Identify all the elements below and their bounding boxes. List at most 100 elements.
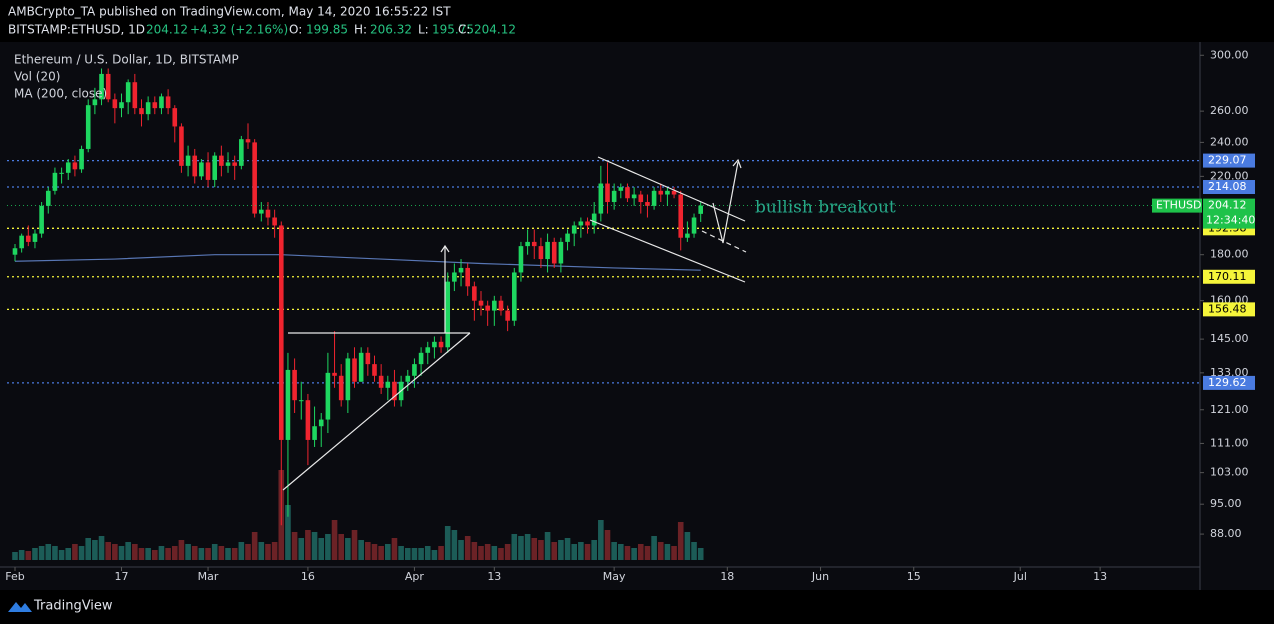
volume-bar [25,551,32,560]
volume-bar [631,548,637,560]
candle-body [551,241,557,264]
candle-body [525,241,530,247]
candle-body [511,272,517,321]
candle-body [272,217,277,226]
candle-body [638,194,644,203]
y-tick-label: 121.00 [1210,403,1249,416]
volume-bar [72,544,78,560]
candle-body [452,272,457,282]
candle-body [199,162,204,177]
volume-bar [558,540,564,560]
price-axis: Feb 17 Mar 16 Apr 13 May 18 Jun 15 Jul 13 300.00 260.… [0,42,1255,590]
ohlc-label: C: [458,23,470,37]
candle-body [85,105,91,149]
volume-bar [98,536,105,560]
volume-bar [637,544,644,560]
y-tick-label: 145.00 [1210,332,1249,345]
candle-body [259,209,264,214]
ohlc-label: H: [354,23,367,37]
volume-bar [518,536,524,560]
logo [8,602,32,612]
volume-bar [624,546,631,560]
candle-body [32,233,38,242]
candle-body [79,148,84,170]
candle-body [645,202,650,206]
volume-bar [604,530,611,560]
volume-bar [484,544,491,560]
volume-bar [78,546,85,560]
volume-bar [611,542,617,560]
candle-body [212,155,218,180]
volume-bar [298,538,305,560]
candle-body [239,139,244,166]
candle-body [385,381,391,388]
price-label-bg [1203,198,1255,229]
level-label: 229.07 [1208,154,1247,167]
candle-body [318,419,324,427]
x-tick-label: Feb [5,570,24,583]
level-label-bg [1203,375,1255,390]
high-value: 206.32 [370,23,412,37]
volume-bar [677,522,684,560]
x-tick-label: 17 [115,570,129,583]
y-tick-label: 111.00 [1210,436,1249,449]
volume-bar [38,546,45,560]
candle-body [611,190,617,203]
candle-body [345,358,351,401]
x-tick-label: Jun [811,570,829,583]
volume-bar [671,546,677,560]
candle-body [145,102,151,115]
candle-body [72,162,78,170]
candle-body [465,267,470,287]
candle-body [445,281,451,348]
ohlc-label: L: [418,23,429,37]
candle-body [698,205,703,214]
volume-bar [651,536,657,560]
candle-body [325,372,331,420]
x-tick-label: 13 [487,570,501,583]
candle-body [19,235,24,249]
y-tick-label: 220.00 [1210,169,1249,182]
candle-body [105,73,111,100]
volume-bar [431,550,438,560]
candle-body [478,300,484,306]
candle-body [558,241,564,264]
candle-body [352,358,357,382]
chart-pane [0,42,1274,590]
volume-bar [158,546,165,560]
candle-body [332,372,337,376]
candle-body [59,172,64,174]
volume-bar [118,546,125,560]
volume-bar [65,548,72,560]
candle-body [438,341,444,348]
candle-body [305,400,311,440]
annotation: bullish breakout [755,198,896,218]
level-label-bg [1203,180,1255,195]
candle-body [605,183,610,203]
x-tick-label: Mar [198,570,219,583]
candle-body [219,155,224,166]
candle-body [39,205,44,234]
candle-body [571,225,577,234]
open-value: 199.85 [306,23,348,37]
indicator-label: Vol (20) [14,70,60,84]
level-label: 214.08 [1208,180,1247,193]
candle-body [591,213,597,226]
candle-body [405,375,411,382]
candle-body [172,108,178,127]
channel-line [589,219,746,283]
volume-bar [391,538,398,560]
candle-body [485,305,490,311]
volume-bar [218,546,225,560]
candle-body [185,155,191,166]
candle-body [585,221,590,226]
volume-bar [285,505,291,560]
volume-bar [551,542,558,560]
volume-bar [58,550,65,560]
x-tick-label: 18 [720,570,734,583]
volume-bar [151,550,158,560]
trend-line [282,332,471,491]
volume-bar [171,546,178,560]
volume-bar [578,542,584,560]
volume-bar [211,544,218,560]
